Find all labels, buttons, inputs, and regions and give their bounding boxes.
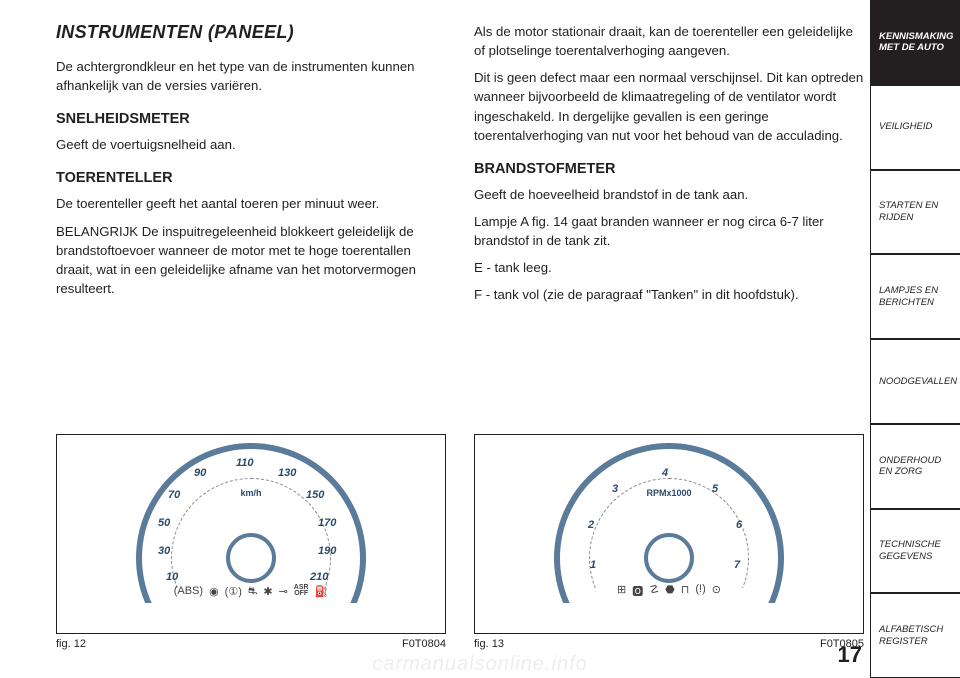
warning-icon: ✱ xyxy=(263,585,272,599)
side-tab[interactable]: LAMPJES EN BERICHTEN xyxy=(870,254,960,339)
tpms-icon: (!) xyxy=(695,583,705,599)
battery-icon: ⊞ xyxy=(617,583,626,599)
side-tabs: KENNISMAKING MET DE AUTOVEILIGHEIDSTARTE… xyxy=(870,0,960,678)
gauge-hub xyxy=(644,533,694,583)
page-title: INSTRUMENTEN (PANEEL) xyxy=(56,22,446,43)
paragraph-f: F - tank vol (zie de paragraaf "Tanken" … xyxy=(474,285,864,304)
gauge-number: 1 xyxy=(590,559,596,571)
heading-fuel: BRANDSTOFMETER xyxy=(474,161,864,177)
side-tab[interactable]: VEILIGHEID xyxy=(870,85,960,170)
figure-12: km/h 10 30 50 70 90 110 130 150 170 190 210 (ABS) … xyxy=(56,434,446,650)
intro-paragraph: De achtergrondkleur en het type van de i… xyxy=(56,57,446,95)
warning-icon-row: (ABS) ◉ (①) ⛐ ✱ ⊸ ASROFF ⛽ xyxy=(151,585,351,599)
car-icon: ⛐ xyxy=(248,585,258,599)
gauge-number: 50 xyxy=(158,517,170,529)
figure-row: km/h 10 30 50 70 90 110 130 150 170 190 210 (ABS) … xyxy=(56,434,864,650)
engine-icon: ◉ xyxy=(209,585,219,599)
paragraph-speedometer: Geeft de voertuigsnelheid aan. xyxy=(56,135,446,154)
gauge-number: 150 xyxy=(306,489,324,501)
side-tab[interactable]: TECHNISCHE GEGEVENS xyxy=(870,509,960,594)
tachometer-gauge: RPMx1000 1 2 3 4 5 6 7 ⊞ 🅾 ☡ ⬣ ⊓ (!) ⊙ xyxy=(554,443,784,603)
paragraph-r1: Als de motor stationair draait, kan de t… xyxy=(474,22,864,60)
brake-icon: (①) xyxy=(225,585,242,599)
left-column: INSTRUMENTEN (PANEEL) De achtergrondkleu… xyxy=(56,22,446,313)
gauge-number: 210 xyxy=(310,571,328,583)
gauge-number: 10 xyxy=(166,571,178,583)
fuel-icon: ⛽ xyxy=(315,585,329,599)
figure-12-box: km/h 10 30 50 70 90 110 130 150 170 190 210 (ABS) … xyxy=(56,434,446,634)
side-tab[interactable]: NOODGEVALLEN xyxy=(870,339,960,424)
figure-12-code: F0T0804 xyxy=(402,638,446,650)
asr-off-icon: ASROFF xyxy=(294,585,309,599)
gauge-number: 3 xyxy=(612,483,618,495)
figure-12-caption: fig. 12 F0T0804 xyxy=(56,638,446,650)
paragraph-r2: Dit is geen defect maar een normaal vers… xyxy=(474,68,864,145)
gauge-number: 30 xyxy=(158,545,170,557)
gauge-number: 6 xyxy=(736,519,742,531)
watermark: carmanualsonline.info xyxy=(372,653,588,676)
gauge-number: 190 xyxy=(318,545,336,557)
right-column: Als de motor stationair draait, kan de t… xyxy=(474,22,864,313)
gauge-number: 90 xyxy=(194,467,206,479)
figure-13-caption: fig. 13 F0T0805 xyxy=(474,638,864,650)
side-tab[interactable]: STARTEN EN RIJDEN xyxy=(870,170,960,255)
gauge-number: 4 xyxy=(662,467,668,479)
gauge-number: 7 xyxy=(734,559,740,571)
page-number: 17 xyxy=(838,642,862,668)
paragraph-tachometer: De toerenteller geeft het aantal toeren … xyxy=(56,194,446,213)
figure-12-number: fig. 12 xyxy=(56,638,86,650)
paragraph-fuel1: Geeft de hoeveelheid brandstof in de tan… xyxy=(474,185,864,204)
key-icon: ⊸ xyxy=(279,585,288,599)
gauge-number: 130 xyxy=(278,467,296,479)
paragraph-fuel2: Lampje A fig. 14 gaat branden wanneer er… xyxy=(474,212,864,250)
gauge-hub xyxy=(226,533,276,583)
door-icon: ⊓ xyxy=(681,583,690,599)
coolant-icon: ☡ xyxy=(649,583,659,599)
gauge-number: 110 xyxy=(236,457,254,469)
gauge-number: 170 xyxy=(318,517,336,529)
side-tab[interactable]: ALFABETISCH REGISTER xyxy=(870,593,960,678)
figure-13: RPMx1000 1 2 3 4 5 6 7 ⊞ 🅾 ☡ ⬣ ⊓ (!) ⊙ fig. 13… xyxy=(474,434,864,650)
content-columns: INSTRUMENTEN (PANEEL) De achtergrondkleu… xyxy=(0,0,870,313)
side-tab[interactable]: ONDERHOUD EN ZORG xyxy=(870,424,960,509)
engine-check-icon: ⬣ xyxy=(665,583,675,599)
gauge-number: 2 xyxy=(588,519,594,531)
heading-speedometer: SNELHEIDSMETER xyxy=(56,111,446,127)
gauge-unit-label: RPMx1000 xyxy=(646,488,691,498)
figure-13-number: fig. 13 xyxy=(474,638,504,650)
gauge-number: 5 xyxy=(712,483,718,495)
side-tab[interactable]: KENNISMAKING MET DE AUTO xyxy=(870,0,960,85)
oil-icon: 🅾 xyxy=(632,583,643,599)
gauge-unit-label: km/h xyxy=(240,488,261,498)
warning-icon-row: ⊞ 🅾 ☡ ⬣ ⊓ (!) ⊙ xyxy=(569,583,769,599)
abs-icon: (ABS) xyxy=(174,585,203,599)
heading-tachometer: TOERENTELLER xyxy=(56,170,446,186)
speedometer-gauge: km/h 10 30 50 70 90 110 130 150 170 190 210 (ABS) … xyxy=(136,443,366,603)
gauge-number: 70 xyxy=(168,489,180,501)
paragraph-e: E - tank leeg. xyxy=(474,258,864,277)
airbag-icon: ⊙ xyxy=(712,583,721,599)
paragraph-important: BELANGRIJK De inspuitregeleenheid blokke… xyxy=(56,222,446,299)
figure-13-box: RPMx1000 1 2 3 4 5 6 7 ⊞ 🅾 ☡ ⬣ ⊓ (!) ⊙ xyxy=(474,434,864,634)
